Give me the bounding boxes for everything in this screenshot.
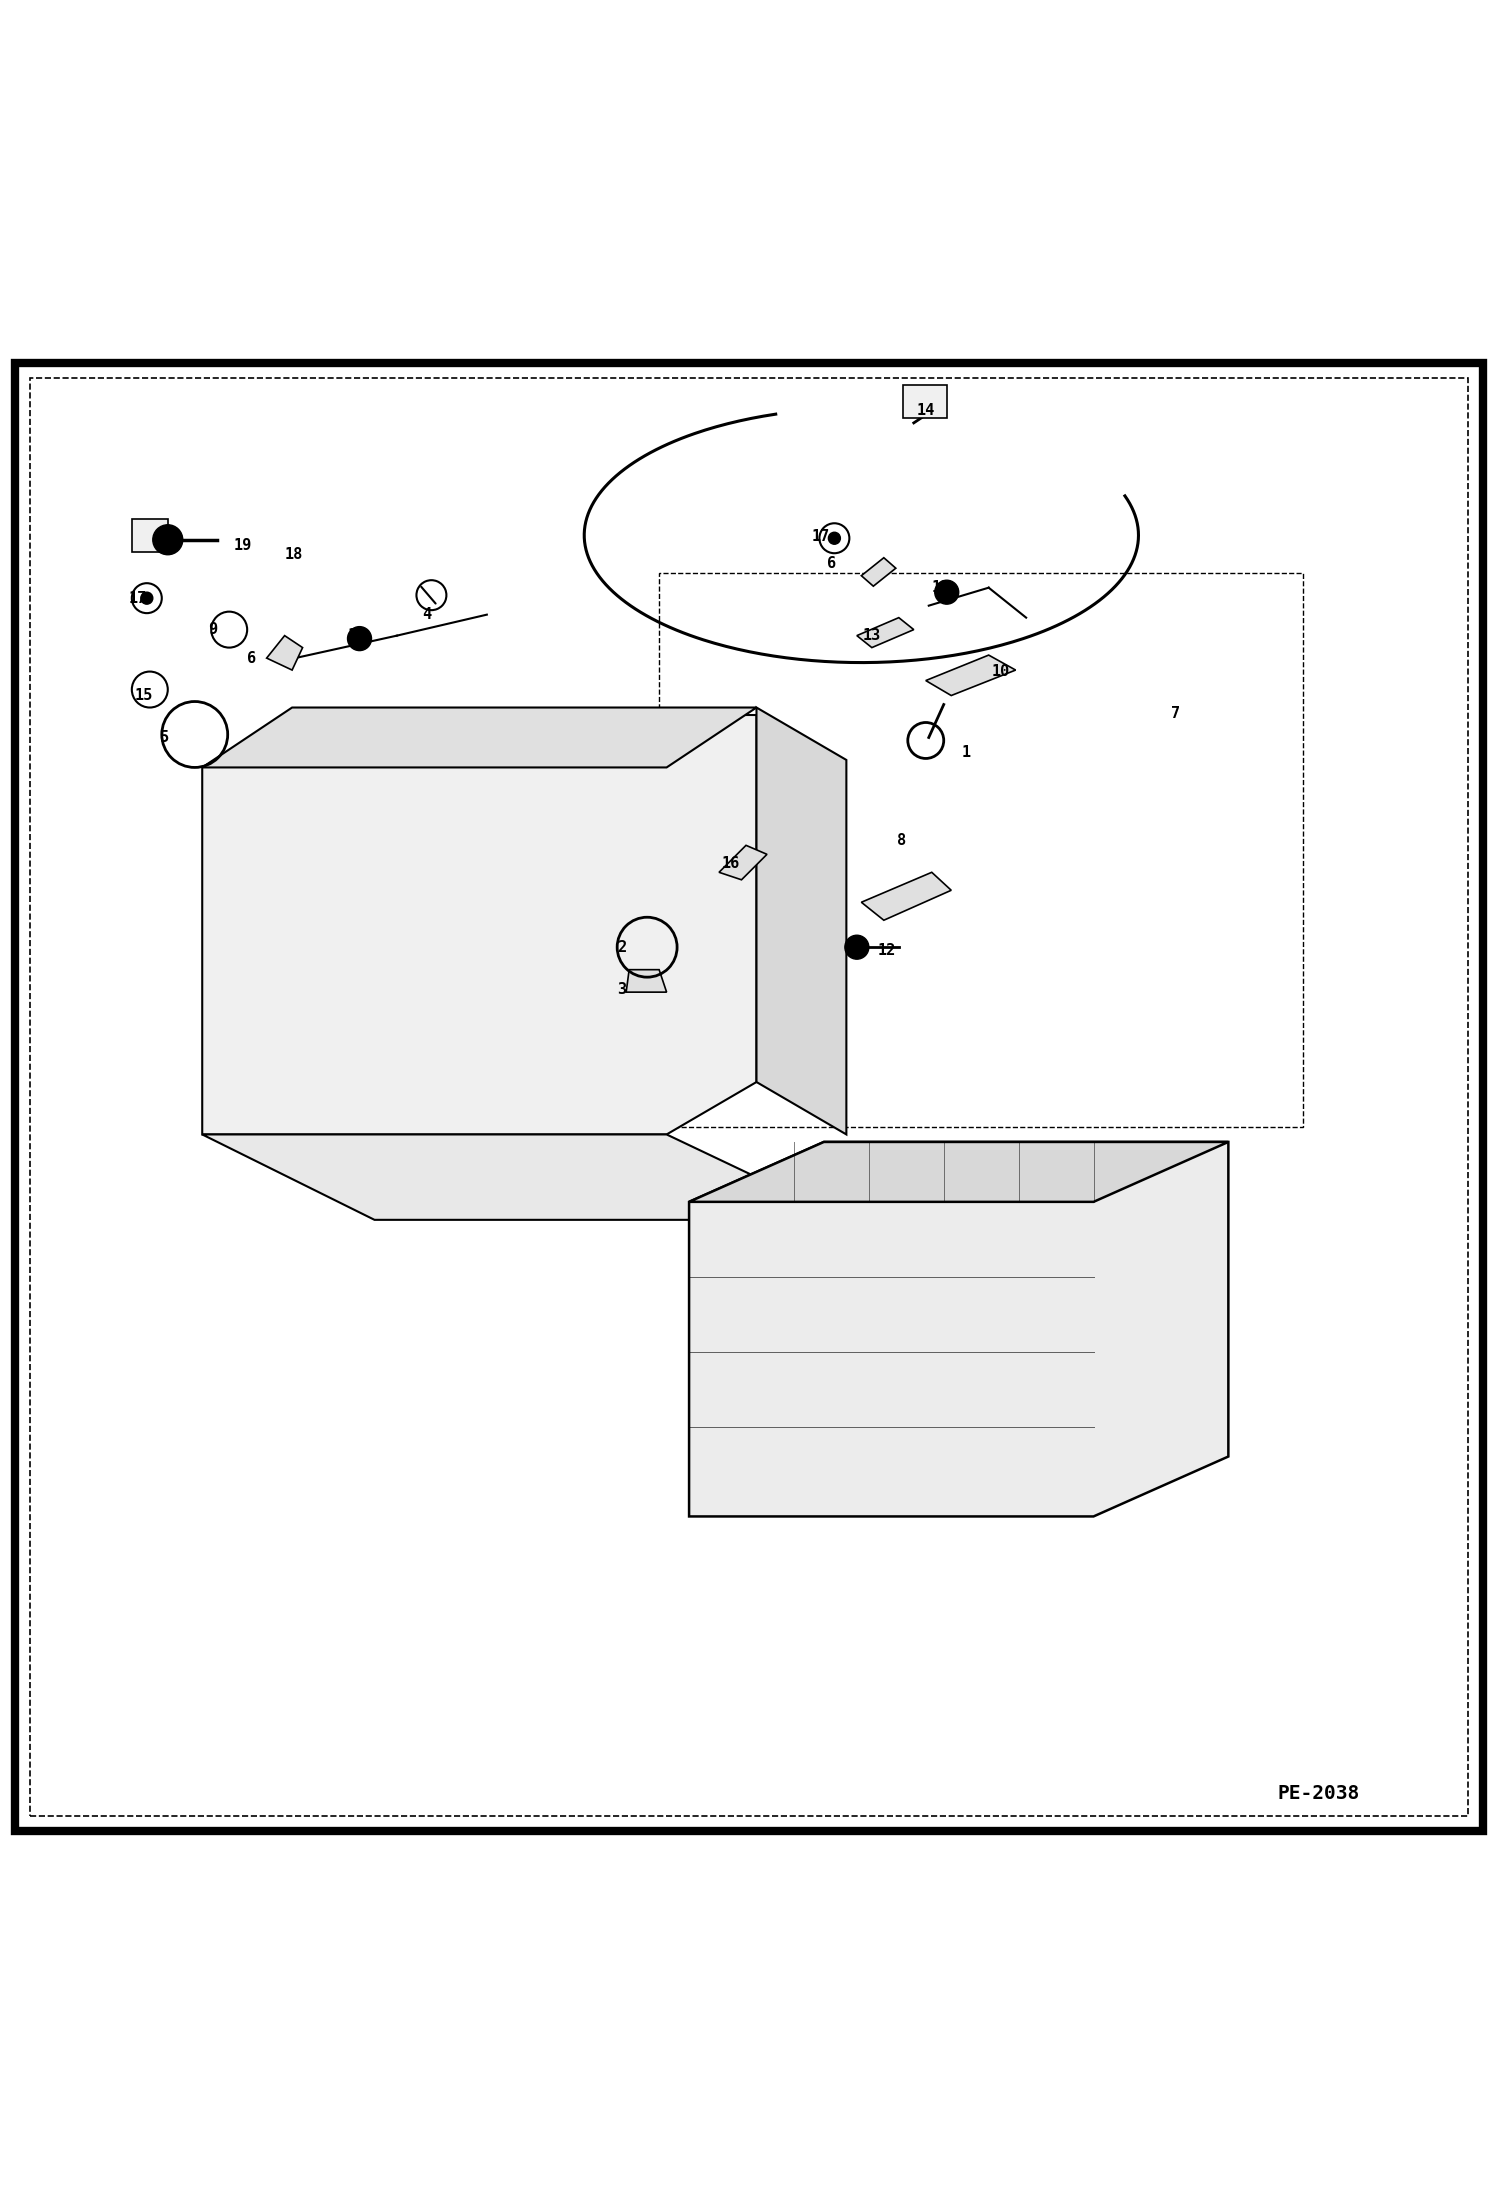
FancyBboxPatch shape	[903, 386, 947, 419]
Text: 10: 10	[992, 665, 1010, 680]
Circle shape	[845, 935, 869, 959]
Polygon shape	[689, 1141, 1228, 1516]
Polygon shape	[689, 1141, 1228, 1202]
Text: 8: 8	[897, 834, 906, 849]
Text: 9: 9	[208, 623, 217, 636]
Circle shape	[935, 579, 959, 603]
Polygon shape	[202, 715, 756, 1134]
Text: 16: 16	[722, 856, 740, 871]
Polygon shape	[756, 706, 846, 1134]
Circle shape	[828, 533, 840, 544]
Text: 13: 13	[863, 627, 881, 643]
Circle shape	[153, 524, 183, 555]
Text: 6: 6	[247, 652, 256, 665]
Text: 4: 4	[422, 608, 431, 623]
FancyBboxPatch shape	[132, 518, 168, 551]
Polygon shape	[202, 1134, 846, 1220]
Circle shape	[141, 592, 153, 603]
Polygon shape	[719, 845, 767, 880]
Text: 5: 5	[160, 731, 169, 746]
Text: 6: 6	[827, 557, 836, 570]
Polygon shape	[861, 557, 896, 586]
Polygon shape	[857, 619, 914, 647]
Polygon shape	[861, 873, 951, 919]
Circle shape	[348, 627, 372, 652]
Text: 15: 15	[135, 689, 153, 702]
Text: 12: 12	[878, 943, 896, 959]
Polygon shape	[626, 970, 667, 992]
Text: 14: 14	[917, 404, 935, 419]
Text: 18: 18	[285, 546, 303, 562]
Text: 11: 11	[348, 627, 366, 643]
Text: 11: 11	[932, 579, 950, 595]
Text: 7: 7	[1171, 706, 1180, 722]
Text: 17: 17	[812, 529, 830, 544]
Text: 17: 17	[129, 590, 147, 606]
Text: 3: 3	[617, 981, 626, 996]
Polygon shape	[267, 636, 303, 669]
Text: 19: 19	[234, 538, 252, 553]
Text: 1: 1	[962, 746, 971, 759]
Text: 2: 2	[617, 939, 626, 954]
Polygon shape	[926, 656, 1016, 695]
Text: PE-2038: PE-2038	[1278, 1784, 1359, 1803]
Polygon shape	[202, 706, 756, 768]
